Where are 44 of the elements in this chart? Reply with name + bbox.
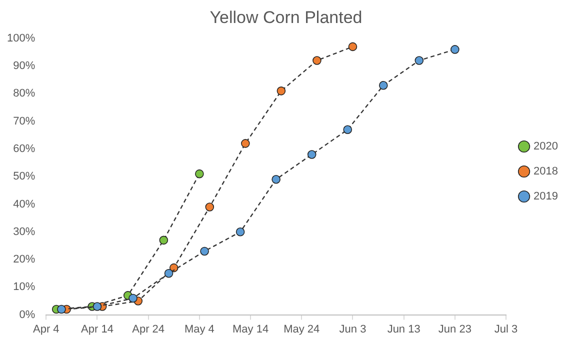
x-tick-label: Apr 24 (132, 323, 165, 336)
y-tick-label: 70% (13, 115, 36, 128)
point (348, 42, 358, 52)
x-tick-label: Apr 4 (32, 323, 60, 336)
x-tick-label: Jun 13 (387, 323, 420, 336)
point (343, 125, 352, 134)
x-tick-label: May 14 (232, 323, 269, 336)
point (200, 246, 209, 256)
point (307, 150, 316, 159)
point (164, 268, 174, 278)
legend-label: 2020 (534, 140, 558, 153)
point (205, 202, 214, 212)
y-tick-label: 100% (6, 32, 36, 44)
x-tick-label: May 24 (284, 323, 320, 336)
point (195, 169, 204, 178)
point (128, 294, 138, 303)
point (312, 56, 322, 65)
y-tick-label: 30% (13, 226, 36, 238)
y-tick-label: 0% (19, 308, 36, 321)
y-tick-label: 50% (13, 170, 36, 183)
x-tick-label: Jun 3 (339, 323, 366, 336)
point (378, 80, 388, 90)
x-tick-label: Jul 3 (494, 323, 518, 336)
point (241, 139, 250, 148)
y-tick-label: 40% (13, 198, 36, 210)
point (236, 227, 245, 236)
y-tick-label: 90% (13, 60, 36, 72)
point (450, 45, 460, 54)
y-tick-label: 20% (13, 254, 36, 266)
point (92, 302, 102, 311)
point (57, 304, 66, 314)
y-tick-label: 60% (13, 142, 36, 155)
legend-label: 2018 (534, 166, 558, 178)
x-tick-label: Jun 23 (438, 323, 472, 336)
y-tick-label: 80% (13, 88, 36, 100)
chart-title: Yellow Corn Planted (210, 8, 362, 27)
y-tick-label: 10% (13, 281, 36, 294)
point (276, 86, 286, 96)
point (414, 56, 424, 65)
legend-label: 2019 (534, 190, 558, 203)
point (272, 174, 280, 184)
x-tick-label: May 4 (184, 323, 214, 336)
x-tick-label: Apr 14 (81, 323, 114, 336)
point (159, 236, 168, 245)
